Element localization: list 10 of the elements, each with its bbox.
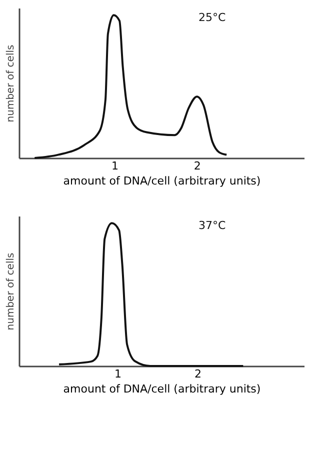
annotation: 25°C	[198, 11, 226, 24]
x-tick-label: 1	[112, 160, 119, 172]
x-tick-label: 2	[194, 368, 202, 380]
y-axis-title: number of cells	[6, 252, 16, 330]
x-tick-label: 2	[194, 160, 201, 172]
annotation: 37°C	[198, 219, 226, 232]
x-axis-title: amount of DNA/cell (arbitrary units)	[63, 382, 261, 396]
y-axis-title: number of cells	[6, 44, 16, 122]
x-tick-label: 1	[114, 368, 122, 380]
x-axis-title: amount of DNA/cell (arbitrary units)	[63, 174, 261, 188]
